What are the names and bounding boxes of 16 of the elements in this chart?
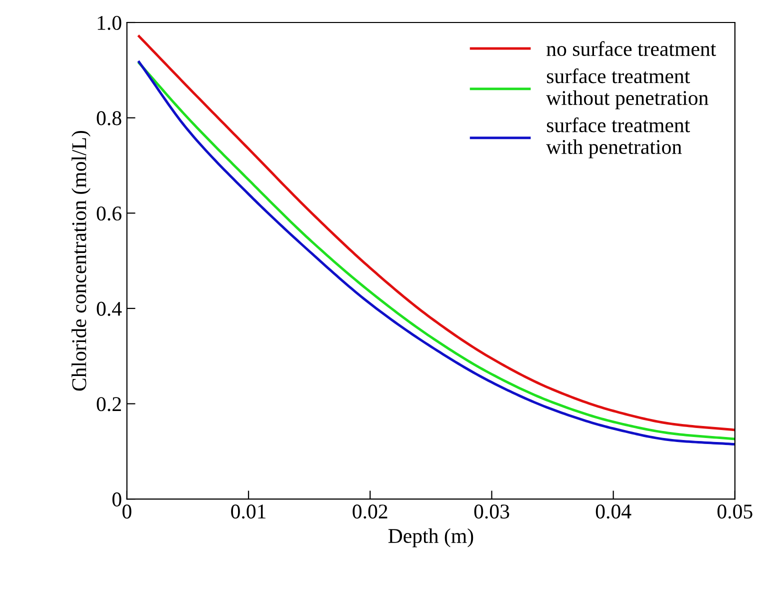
y-tick-label: 1.0: [98, 16, 122, 30]
y-tick-label: 0.2: [96, 397, 121, 412]
x-tick-label: 0.02: [352, 504, 388, 519]
x-tick-label: 0.03: [474, 504, 510, 519]
legend-label: surface treatment with penetration: [546, 117, 690, 158]
x-tick-label: 0: [122, 504, 132, 519]
x-tick-label: 0.04: [596, 504, 632, 519]
y-tick-label: 0.8: [96, 111, 122, 126]
y-tick-label: 0.4: [96, 302, 122, 316]
y-axis-title: Chloride concentration (mol/L): [72, 130, 90, 391]
x-tick-label: 0.05: [717, 504, 752, 519]
y-tick-label: 0: [112, 492, 122, 506]
x-axis-title: Depth (m): [388, 528, 474, 548]
x-tick-label: 0.01: [231, 504, 266, 519]
y-tick-label: 0.6: [96, 206, 122, 221]
legend-label: no surface treatment: [546, 41, 716, 56]
